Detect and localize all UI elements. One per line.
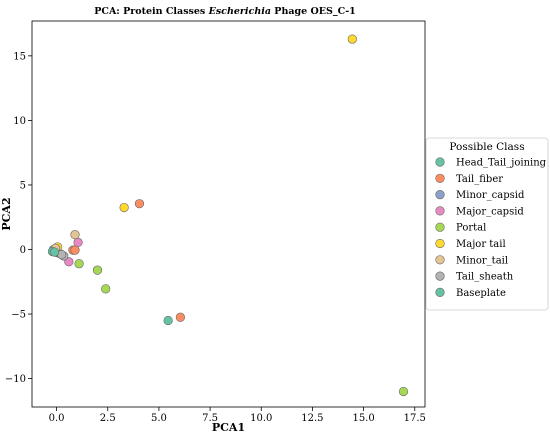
point-tail-fiber <box>70 245 80 255</box>
legend-marker <box>435 157 445 167</box>
chart-title-suffix: Phage OES_C-1 <box>271 6 356 17</box>
point-portal <box>74 259 84 269</box>
y-axis-label: PCA2 <box>0 197 13 230</box>
point-minor-tail <box>70 230 80 240</box>
point-major-capsid <box>64 257 74 267</box>
legend-label: Minor_capsid <box>456 190 525 201</box>
data-points <box>47 34 409 397</box>
legend-label: Tail_fiber <box>456 174 503 185</box>
point-head-tail-joining <box>163 315 173 326</box>
x-axis-label: PCA1 <box>212 421 245 434</box>
x-tick-label: 2.5 <box>100 413 116 424</box>
point-major-tail <box>347 34 357 44</box>
y-tick-label: 15 <box>13 51 26 62</box>
legend-marker <box>435 222 445 232</box>
legend-marker <box>435 173 445 183</box>
x-tick-label: 0.0 <box>49 413 65 424</box>
legend-box <box>425 137 549 311</box>
x-tick-label: 15.0 <box>352 413 374 424</box>
x-axis-ticks: 0.0 2.5 5.0 7.5 10.0 12.5 15.0 17.5 <box>49 407 426 424</box>
legend-marker <box>435 206 445 216</box>
y-tick-label: 0 <box>20 245 26 256</box>
y-tick-label: −5 <box>11 310 26 321</box>
chart-title-prefix: PCA: Protein Classes <box>94 6 208 17</box>
chart-title-italic: Escherichia <box>208 6 271 17</box>
point-major-capsid <box>73 237 83 248</box>
legend-label: Minor_tail <box>456 255 508 266</box>
point-tail-fiber <box>134 199 145 209</box>
legend-label: Major_capsid <box>456 206 524 217</box>
legend-marker <box>435 271 445 281</box>
x-tick-label: 17.5 <box>404 413 426 424</box>
chart-title: PCA: Protein Classes Escherichia Phage O… <box>94 6 356 17</box>
legend-items: Head_Tail_joining Tail_fiber Minor_capsid M… <box>435 157 547 299</box>
legend-label: Portal <box>456 223 486 234</box>
x-tick-label: 12.5 <box>301 413 323 424</box>
legend-marker <box>435 287 445 298</box>
y-tick-label: 5 <box>20 180 26 191</box>
point-baseplate <box>49 247 60 257</box>
point-portal <box>101 284 111 294</box>
legend-marker <box>435 255 445 265</box>
legend-label: Baseplate <box>456 288 506 299</box>
legend-marker <box>435 190 445 200</box>
legend-marker <box>435 238 445 249</box>
point-portal <box>398 386 409 397</box>
legend-label: Major tail <box>456 239 506 250</box>
legend: Possible Class Head_Tail_joining Tail_fib… <box>425 137 549 311</box>
point-portal <box>92 265 103 275</box>
x-tick-label: 7.5 <box>202 413 218 424</box>
x-tick-label: 5.0 <box>151 413 167 424</box>
plot-area <box>31 20 426 408</box>
y-axis-ticks: −10 −5 0 5 10 15 <box>5 51 32 385</box>
legend-label: Head_Tail_joining <box>456 158 547 169</box>
y-tick-label: 10 <box>13 116 26 127</box>
point-major-tail <box>119 202 129 213</box>
y-tick-label: −10 <box>5 374 26 385</box>
point-tail-fiber <box>175 312 185 322</box>
legend-title: Possible Class <box>449 141 524 153</box>
legend-label: Tail_sheath <box>456 272 514 283</box>
x-tick-label: 10.0 <box>250 413 272 424</box>
